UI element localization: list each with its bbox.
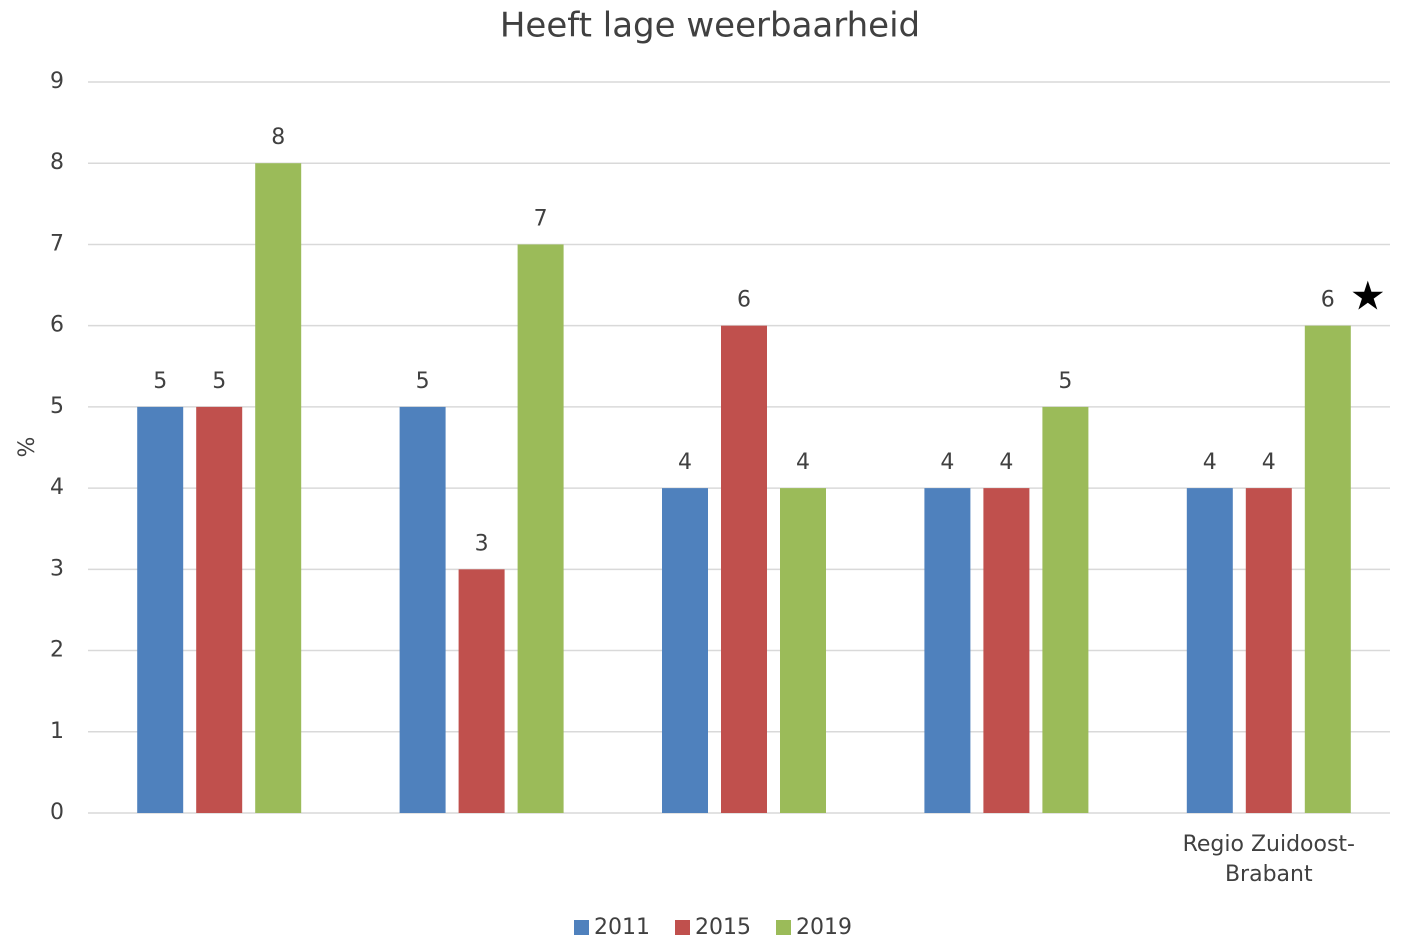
data-label: 4 [1203, 450, 1217, 475]
bar [662, 488, 708, 813]
data-label: 4 [999, 450, 1013, 475]
data-label: 6 [737, 288, 751, 313]
bar [517, 244, 564, 813]
bar [137, 406, 184, 813]
data-label: 4 [940, 450, 954, 475]
data-label: 4 [1262, 450, 1276, 475]
legend-swatch [675, 920, 690, 935]
data-label: 3 [475, 531, 489, 556]
y-axis-label: % [15, 437, 40, 458]
y-tick-label: 6 [50, 313, 64, 338]
data-label: 4 [796, 450, 810, 475]
y-tick-label: 0 [50, 800, 64, 825]
y-tick-label: 9 [50, 69, 64, 94]
legend-swatch [574, 920, 589, 935]
y-tick-label: 5 [50, 394, 64, 419]
y-tick-label: 2 [50, 638, 64, 663]
data-label: 6 [1321, 288, 1335, 313]
bar [721, 325, 767, 813]
bar [1186, 488, 1233, 813]
chart-title: Heeft lage weerbaarheid [500, 6, 920, 46]
legend-label: 2015 [695, 915, 751, 940]
data-label: 5 [416, 369, 430, 394]
bar [255, 163, 302, 813]
bar [780, 488, 826, 813]
data-label: 5 [212, 369, 226, 394]
y-tick-label: 3 [50, 556, 64, 581]
data-label: 7 [534, 206, 548, 231]
bar [1304, 325, 1351, 813]
bar [196, 406, 243, 813]
bar [399, 406, 446, 813]
x-tick-label: Regio Zuidoost-Brabant [1183, 832, 1355, 887]
data-label: 8 [271, 125, 285, 150]
y-tick-label: 1 [50, 719, 64, 744]
y-tick-label: 4 [50, 475, 64, 500]
bar [458, 569, 505, 813]
legend-label: 2011 [594, 915, 650, 940]
legend-swatch [776, 920, 791, 935]
bar [924, 488, 971, 813]
bar [983, 488, 1030, 813]
y-tick-label: 8 [50, 150, 64, 175]
bar [1245, 488, 1292, 813]
annotation: ★ [1350, 274, 1386, 320]
legend-label: 2019 [796, 915, 852, 940]
bar [1042, 406, 1089, 813]
data-label: 4 [678, 450, 692, 475]
data-label: 5 [1058, 369, 1072, 394]
y-tick-label: 7 [50, 231, 64, 256]
data-label: 5 [153, 369, 167, 394]
